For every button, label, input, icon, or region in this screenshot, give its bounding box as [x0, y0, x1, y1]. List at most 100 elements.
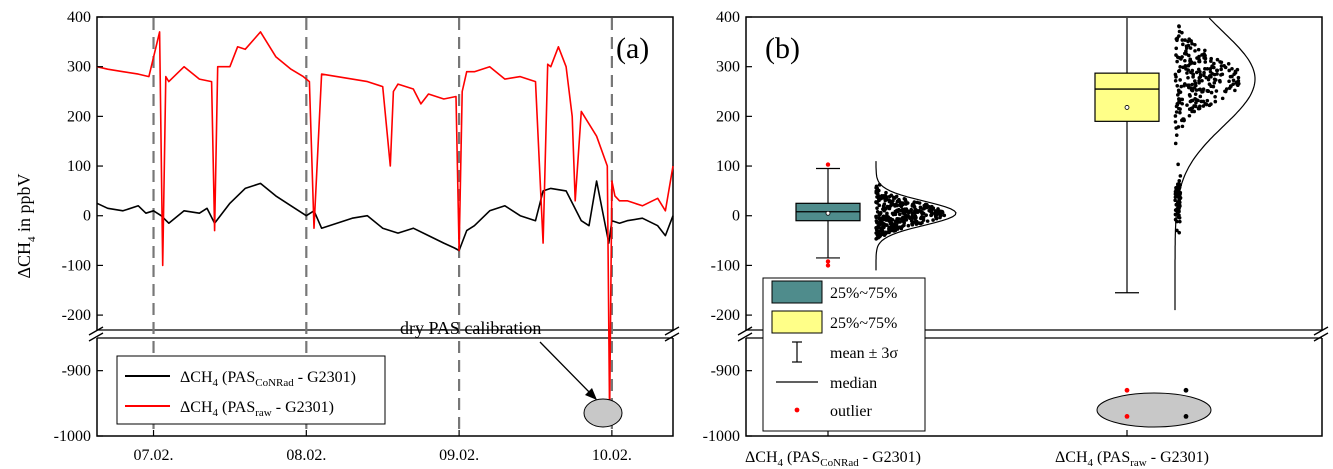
distribution-point — [1175, 184, 1180, 189]
distribution-point — [1190, 109, 1194, 114]
legend-outlier-swatch — [794, 407, 800, 413]
distribution-point — [1231, 82, 1235, 86]
distribution-point — [1197, 106, 1202, 111]
distribution-point — [1220, 72, 1225, 77]
distribution-point — [1209, 90, 1214, 95]
distribution-point — [1187, 37, 1191, 41]
x-tick-label: 10.02. — [592, 447, 632, 464]
legend-label: mean ± 3σ — [830, 345, 898, 362]
distribution-point — [904, 207, 909, 211]
distribution-point — [1187, 53, 1191, 58]
distribution-point — [1207, 82, 1212, 86]
distribution-point — [1173, 114, 1178, 118]
distribution-point — [875, 206, 879, 210]
distribution-point — [914, 219, 919, 224]
panel-a: 400 300 200 100 0 -100 -200 -900 -1000 07.02. 08.… — [14, 9, 680, 464]
distribution-point — [1218, 79, 1222, 84]
distribution-point — [1178, 107, 1182, 111]
distribution-point — [937, 209, 942, 214]
distribution-point — [1210, 64, 1214, 69]
x-tick-label: 08.02. — [286, 447, 326, 464]
distribution-point — [1203, 48, 1207, 53]
x-tick-label: 07.02. — [134, 447, 174, 464]
distribution-point — [1176, 125, 1181, 129]
distribution-point — [1201, 104, 1206, 108]
distribution-point — [1188, 59, 1192, 63]
distribution-point — [1190, 88, 1195, 93]
outlier-point — [825, 162, 831, 167]
y-tick-label: 0 — [83, 208, 91, 225]
legend-label: 25%~75% — [830, 315, 897, 332]
distribution-point — [1188, 46, 1193, 50]
distribution-point — [895, 216, 899, 221]
distribution-point — [1235, 67, 1240, 72]
distribution-point — [922, 203, 927, 208]
distribution-point — [906, 223, 911, 228]
category-label-part: ΔCH — [745, 449, 778, 466]
y-axis-ticks: 400 300 200 100 0 -100 -200 -900 -1000 — [703, 9, 752, 445]
distribution-point — [1177, 179, 1182, 183]
distribution-point — [1181, 65, 1185, 70]
distribution-point — [876, 226, 880, 230]
distribution-point — [1194, 70, 1199, 75]
distribution-point — [883, 230, 888, 235]
distribution-point — [874, 200, 878, 205]
distribution-point — [895, 199, 900, 204]
distribution-point — [1189, 98, 1194, 103]
distribution-point — [1175, 83, 1180, 88]
distribution-point — [1194, 88, 1199, 92]
series-line-conrad — [96, 180, 674, 252]
distribution-point — [918, 209, 923, 213]
distribution-point — [910, 222, 914, 226]
y-tick-label: -200 — [62, 307, 91, 324]
y-axis-label: ΔCH4 in ppbV — [14, 173, 38, 278]
distribution-point — [1230, 66, 1234, 71]
y-tick-label: 300 — [67, 59, 91, 76]
distribution-point — [1219, 67, 1223, 72]
distribution-point — [1212, 61, 1216, 66]
distribution-point — [884, 190, 888, 195]
distribution-point — [934, 213, 939, 218]
distribution-point — [874, 219, 879, 223]
distribution-point — [1184, 46, 1189, 50]
distribution-point — [931, 218, 935, 222]
box-group-0 — [795, 161, 957, 271]
distribution-point — [1193, 49, 1197, 53]
distribution-point — [910, 214, 915, 218]
distribution-point — [915, 208, 920, 213]
distribution-point — [1203, 60, 1208, 64]
box-plots — [795, 17, 1256, 311]
category-label-part: 4 — [1088, 457, 1094, 469]
distribution-point — [1205, 98, 1210, 103]
distribution-point — [931, 206, 936, 210]
distribution-point — [1198, 94, 1203, 99]
distribution-point — [1180, 55, 1184, 59]
distribution-point — [1190, 82, 1195, 87]
distribution-point — [1204, 75, 1209, 80]
distribution-point — [1178, 78, 1182, 82]
distribution-point — [882, 233, 887, 237]
category-label-part: - G2301) — [859, 449, 921, 466]
legend-box-swatch — [771, 310, 823, 334]
distribution-point — [1186, 85, 1191, 90]
distribution-point — [885, 223, 889, 227]
calibration-annotation: dry PAS calibration — [400, 318, 541, 338]
distribution-point — [920, 215, 924, 220]
y-tick-label: 100 — [716, 158, 740, 175]
distribution-point — [890, 228, 895, 233]
distribution-point — [890, 221, 894, 225]
distribution-point — [890, 217, 895, 222]
distribution-point — [1207, 103, 1212, 108]
distribution-point — [898, 220, 902, 224]
distribution-point — [906, 214, 911, 218]
distribution-point — [942, 213, 947, 218]
distribution-point — [1194, 83, 1198, 88]
distribution-point — [1176, 215, 1181, 219]
distribution-point — [887, 204, 892, 209]
distribution-point — [1187, 113, 1192, 118]
x-category-label: ΔCH4 (PASCoNRad - G2301) — [745, 449, 921, 469]
distribution-point — [1185, 71, 1189, 75]
distribution-point — [878, 219, 882, 223]
distribution-point — [1196, 47, 1201, 52]
distribution-point — [1193, 104, 1198, 109]
